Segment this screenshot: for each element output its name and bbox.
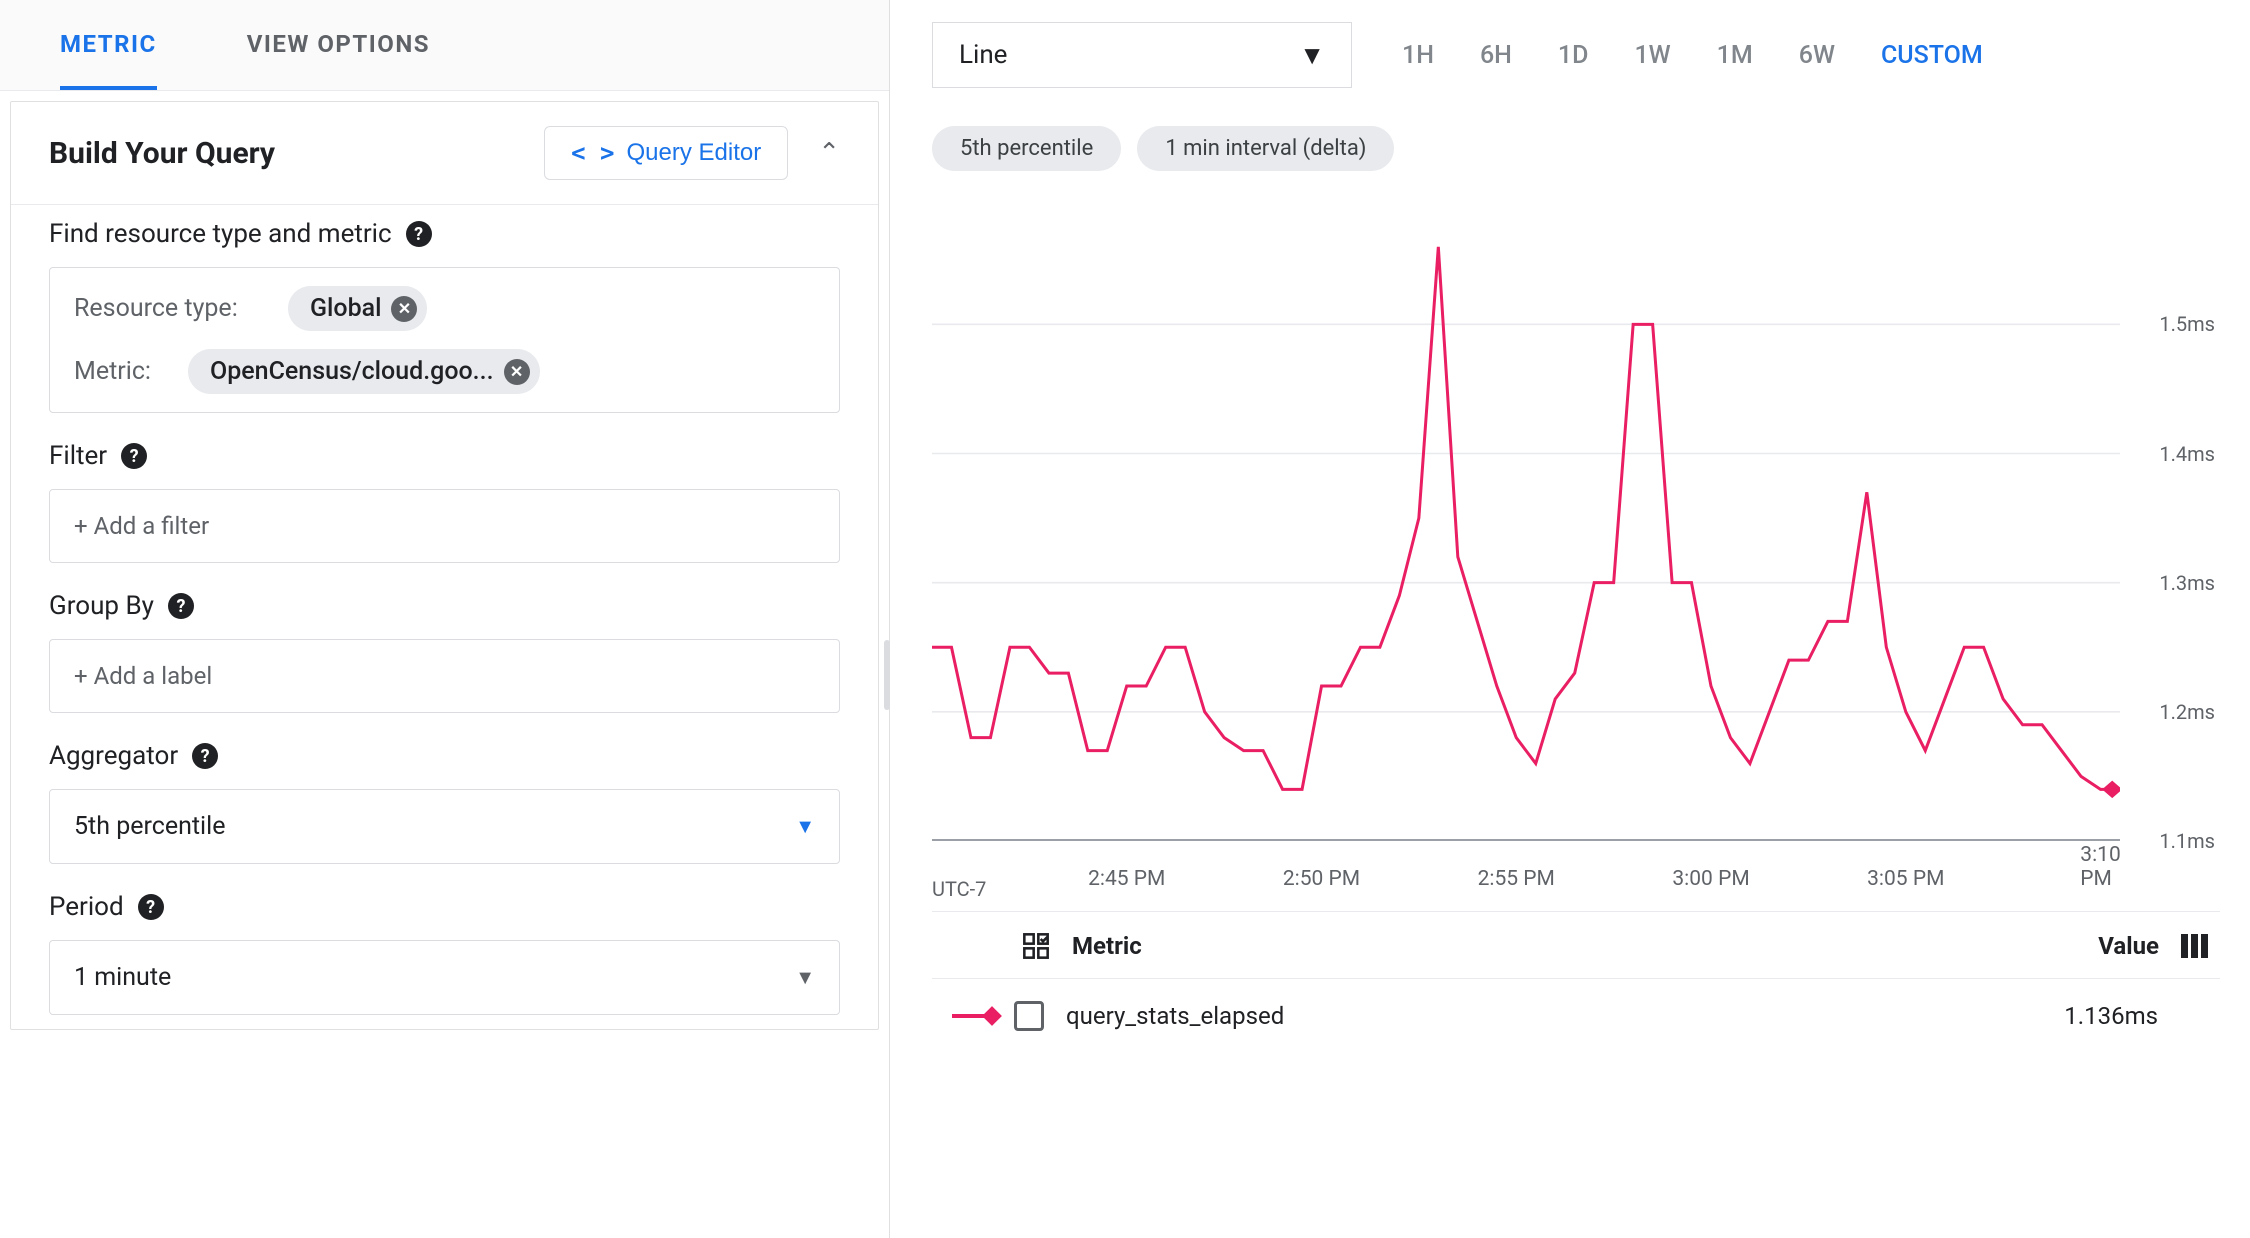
metric-chip[interactable]: OpenCensus/cloud.goo... ✕ [188,349,540,394]
end-marker-icon [2102,781,2120,799]
metric-key: Metric: [74,357,164,386]
aggregator-select[interactable]: 5th percentile ▼ [49,789,840,864]
tab-row: METRIC VIEW OPTIONS [0,0,889,91]
aggregator-value: 5th percentile [74,812,225,841]
series-line [932,247,2112,790]
chart-type-value: Line [959,40,1007,70]
chart-controls: Line ▼ 1H 6H 1D 1W 1M 6W CUSTOM [932,22,2220,88]
y-tick-label: 1.1ms [2159,829,2215,853]
series-name: query_stats_elapsed [1066,1002,1284,1030]
series-checkbox[interactable] [1014,1001,1044,1031]
x-tick-label: 2:45 PM [1088,867,1165,891]
tab-view-options[interactable]: VIEW OPTIONS [247,30,430,90]
legend-row: query_stats_elapsed 1.136ms [932,979,2220,1053]
section-aggregator: Aggregator ? 5th percentile ▼ [11,727,878,878]
help-icon[interactable]: ? [406,221,432,247]
find-label: Find resource type and metric [49,219,392,249]
group-by-label: Group By [49,591,154,621]
pill-row: 5th percentile 1 min interval (delta) [932,126,2220,171]
y-tick-label: 1.2ms [2159,700,2215,724]
columns-icon[interactable] [2181,934,2208,958]
section-period: Period ? 1 minute ▼ [11,878,878,1029]
pill: 1 min interval (delta) [1137,126,1394,171]
resource-type-key: Resource type: [74,294,264,323]
query-editor-label: Query Editor [626,139,761,167]
time-range-1d[interactable]: 1D [1558,41,1589,70]
legend-header: Metric Value [932,911,2220,979]
resource-type-chip[interactable]: Global ✕ [288,286,427,331]
section-find: Find resource type and metric ? Resource… [11,205,878,427]
help-icon[interactable]: ? [121,443,147,469]
aggregator-label: Aggregator [49,741,178,771]
help-icon[interactable]: ? [168,593,194,619]
x-tick-label: 3:10 PM [2080,843,2121,891]
y-tick-label: 1.3ms [2159,571,2215,595]
time-range-custom[interactable]: CUSTOM [1881,41,1983,70]
metric-value: OpenCensus/cloud.goo... [210,357,494,386]
group-by-input[interactable]: + Add a label [49,639,840,713]
query-editor-button[interactable]: < > Query Editor [544,126,788,180]
time-range-1m[interactable]: 1M [1717,41,1753,70]
filter-input[interactable]: + Add a filter [49,489,840,563]
section-filter: Filter ? + Add a filter [11,427,878,577]
series-swatch-icon [952,1014,992,1018]
time-range-6h[interactable]: 6H [1480,41,1512,70]
chart-area: 1.1ms1.2ms1.3ms1.4ms1.5ms UTC-7 2:45 PM2… [932,221,2220,901]
help-icon[interactable]: ? [192,743,218,769]
timezone-label: UTC-7 [932,877,986,901]
dropdown-icon: ▼ [1299,40,1325,71]
remove-icon[interactable]: ✕ [391,296,417,322]
line-chart [932,221,2120,841]
dropdown-icon: ▼ [795,814,815,839]
x-tick-label: 2:50 PM [1283,867,1360,891]
x-tick-label: 3:00 PM [1672,867,1749,891]
section-group-by: Group By ? + Add a label [11,577,878,727]
x-tick-label: 3:05 PM [1867,867,1944,891]
legend-header-metric: Metric [1072,932,1142,960]
chart-canvas: 1.1ms1.2ms1.3ms1.4ms1.5ms [932,221,2120,841]
left-panel: METRIC VIEW OPTIONS Build Your Query < >… [0,0,890,1238]
right-panel: Line ▼ 1H 6H 1D 1W 1M 6W CUSTOM 5th percentile… [890,0,2250,1238]
x-axis: UTC-7 2:45 PM 2:50 PM 2:55 PM 3:00 PM 3:05 P… [932,841,2120,901]
x-tick-label: 2:55 PM [1478,867,1555,891]
code-icon: < > [571,139,614,167]
time-range-1h[interactable]: 1H [1402,41,1434,70]
y-tick-label: 1.4ms [2159,442,2215,466]
dropdown-icon: ▼ [795,965,815,990]
chart-type-select[interactable]: Line ▼ [932,22,1352,88]
help-icon[interactable]: ? [138,894,164,920]
resource-type-value: Global [310,294,381,323]
y-tick-label: 1.5ms [2159,312,2215,336]
period-value: 1 minute [74,963,171,992]
grid-icon[interactable] [1022,932,1050,960]
query-header: Build Your Query < > Query Editor ⌃ [11,102,878,205]
period-select[interactable]: 1 minute ▼ [49,940,840,1015]
filter-label: Filter [49,441,107,471]
query-title: Build Your Query [49,136,275,171]
legend-header-value: Value [2098,932,2159,960]
time-range-6w[interactable]: 6W [1799,41,1835,70]
period-label: Period [49,892,124,922]
time-range-1w[interactable]: 1W [1634,41,1670,70]
remove-icon[interactable]: ✕ [504,359,530,385]
collapse-icon[interactable]: ⌃ [818,138,840,168]
pill: 5th percentile [932,126,1121,171]
series-value: 1.136ms [2064,1002,2158,1030]
time-range-row: 1H 6H 1D 1W 1M 6W CUSTOM [1402,41,1983,70]
tab-metric[interactable]: METRIC [60,30,157,90]
find-box: Resource type: Global ✕ Metric: OpenCens… [49,267,840,413]
